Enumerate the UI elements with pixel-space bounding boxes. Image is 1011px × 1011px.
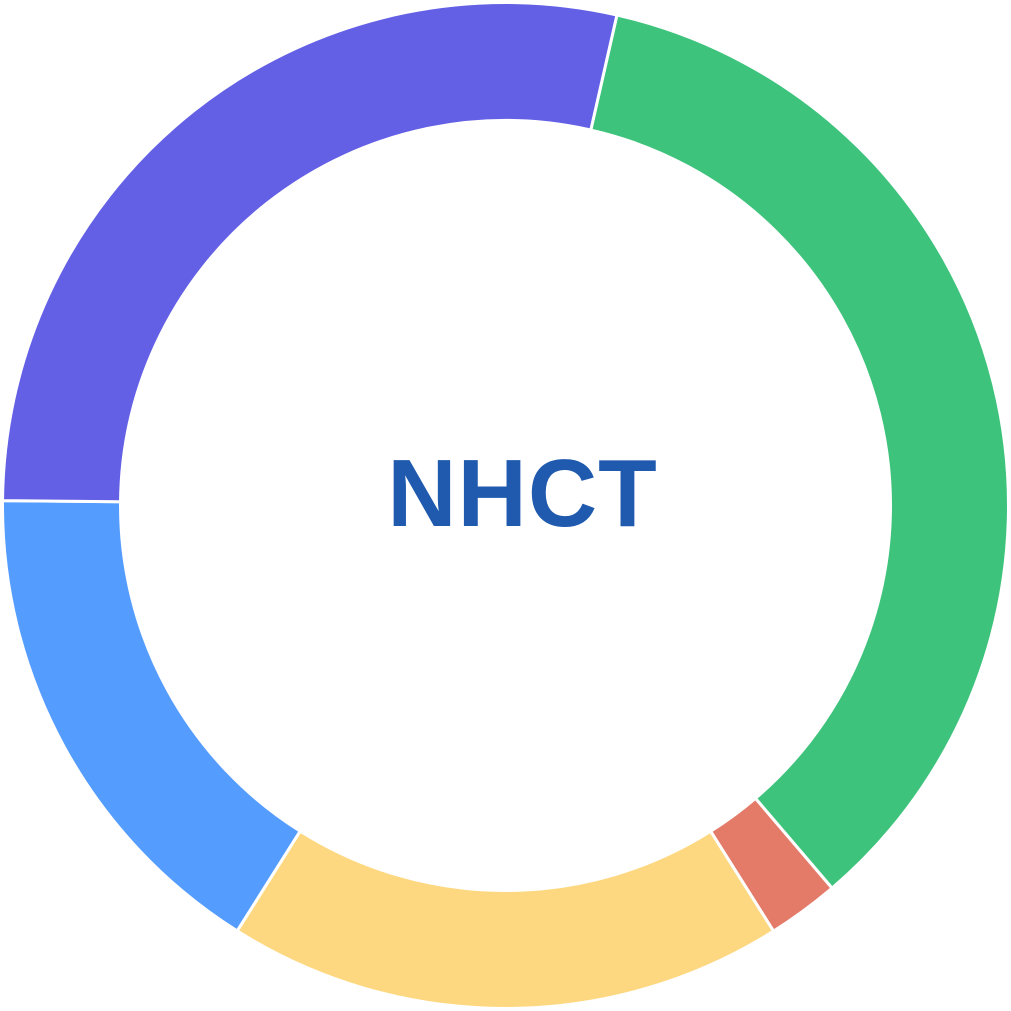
donut-slice-1[interactable]: [589, 13, 1010, 890]
donut-slice-5[interactable]: [1, 1, 619, 504]
donut-slice-3[interactable]: [235, 829, 776, 1010]
donut-slice-4[interactable]: [1, 499, 302, 933]
